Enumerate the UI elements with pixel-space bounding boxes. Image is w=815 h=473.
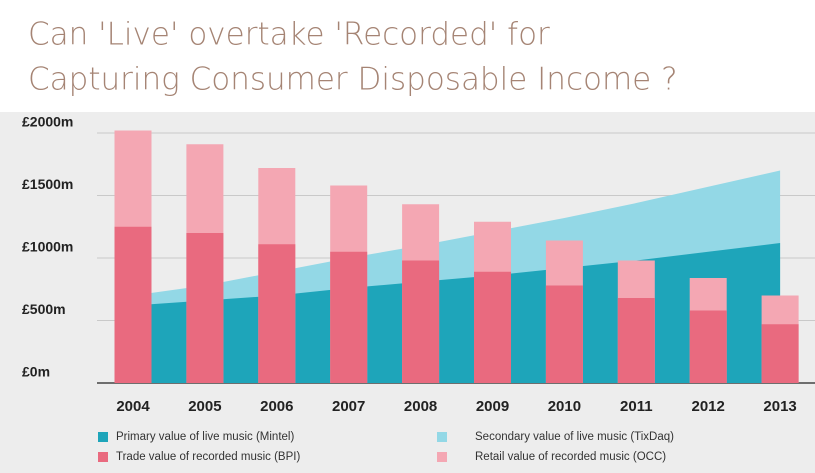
x-tick-label: 2009 [476, 398, 509, 415]
x-tick-label: 2011 [620, 398, 653, 415]
y-tick-label: £1000m [22, 239, 73, 255]
bar [689, 310, 727, 383]
x-tick-label: 2008 [404, 398, 437, 415]
bar [258, 244, 296, 383]
y-tick-label: £500m [22, 301, 66, 317]
y-tick-label: £1500m [22, 176, 73, 192]
legend-label: Retail value of recorded music (OCC) [475, 451, 666, 463]
x-tick-label: 2010 [548, 398, 581, 415]
x-tick-label: 2005 [188, 398, 221, 415]
chart-title: Can 'Live' overtake 'Recorded' for [28, 17, 550, 53]
x-tick-label: 2012 [692, 398, 725, 415]
bar [474, 271, 511, 383]
legend-swatch [437, 432, 447, 442]
bar [617, 298, 655, 383]
chart-title: Capturing Consumer Disposable Income ? [28, 62, 678, 98]
legend-label: Secondary value of live music (TixDaq) [475, 431, 674, 443]
bar [761, 324, 799, 383]
y-tick-label: £2000m [22, 114, 73, 130]
bar [186, 233, 224, 383]
y-tick-label: £0m [22, 364, 50, 380]
bar [402, 260, 440, 383]
bar [114, 226, 152, 383]
x-tick-label: 2013 [763, 398, 796, 415]
legend-label: Primary value of live music (Mintel) [116, 431, 294, 443]
x-tick-label: 2007 [332, 398, 365, 415]
legend-label: Trade value of recorded music (BPI) [116, 451, 300, 463]
x-tick-label: 2004 [116, 398, 150, 415]
bar [545, 285, 583, 383]
legend-swatch [98, 432, 108, 442]
x-tick-label: 2006 [260, 398, 293, 415]
bar [330, 251, 368, 383]
legend-swatch [98, 452, 108, 462]
legend-swatch [437, 452, 447, 462]
